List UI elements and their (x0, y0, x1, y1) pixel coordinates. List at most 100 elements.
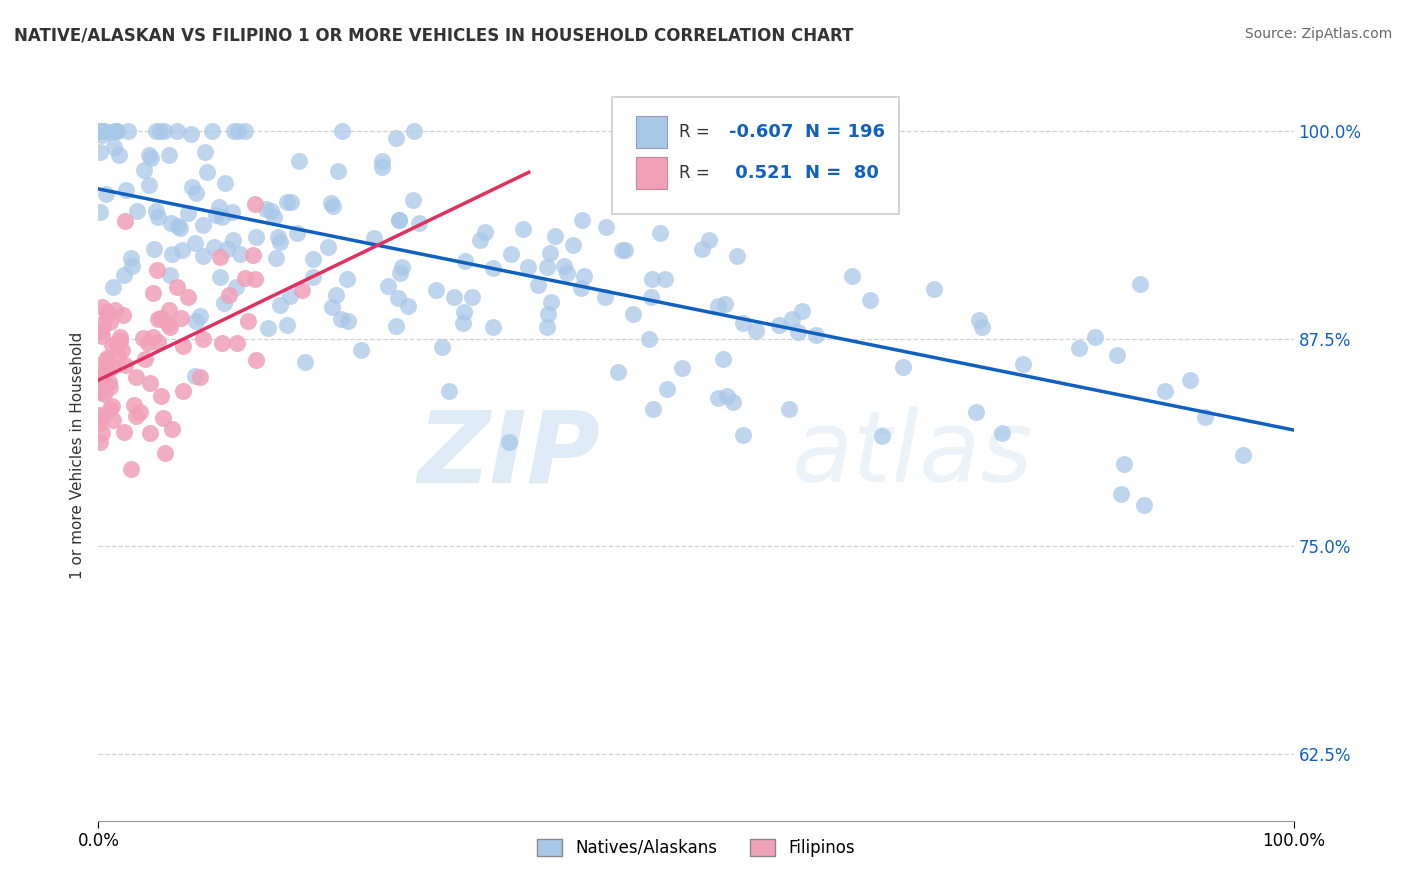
Point (112, 308, 135, 322)
Point (89, 416, 111, 430)
Point (443, 290, 465, 304)
Point (108, 329, 131, 343)
Point (208, 270, 231, 285)
Point (233, 124, 256, 138)
Point (98, 380, 121, 394)
Point (388, 266, 411, 280)
Point (89, 205, 111, 219)
Point (571, 213, 593, 227)
Point (120, 251, 142, 265)
Point (218, 287, 240, 301)
Point (101, 359, 124, 374)
Point (115, 183, 138, 197)
Point (537, 307, 560, 321)
Point (138, 178, 160, 192)
Point (499, 247, 522, 261)
Point (1109, 487, 1132, 501)
Point (1194, 409, 1216, 424)
Point (90, 329, 112, 343)
Point (321, 196, 343, 211)
FancyBboxPatch shape (637, 116, 668, 148)
Point (276, 318, 298, 333)
Point (180, 180, 202, 194)
Point (96, 353, 118, 368)
Point (170, 244, 193, 258)
Point (453, 316, 475, 330)
Text: Source: ZipAtlas.com: Source: ZipAtlas.com (1244, 27, 1392, 41)
Point (1069, 341, 1091, 355)
Point (371, 161, 394, 175)
Point (188, 310, 211, 324)
Point (166, 219, 188, 234)
Point (193, 249, 215, 263)
Point (120, 462, 142, 476)
Point (114, 358, 136, 372)
Point (211, 335, 233, 350)
Point (322, 199, 344, 213)
Point (671, 361, 693, 376)
Point (105, 124, 128, 138)
Point (437, 384, 460, 398)
Point (148, 311, 170, 326)
Point (291, 283, 314, 297)
Point (91, 317, 114, 331)
Point (124, 398, 146, 412)
Point (377, 279, 399, 293)
Point (160, 216, 183, 230)
Point (186, 186, 208, 200)
Point (969, 312, 991, 326)
Point (432, 340, 454, 354)
Point (191, 218, 214, 232)
Point (329, 312, 352, 326)
Point (166, 124, 188, 138)
Point (96, 363, 118, 377)
Point (387, 292, 409, 306)
Point (89, 145, 111, 159)
Point (93, 124, 115, 138)
Point (640, 290, 662, 304)
Point (614, 243, 637, 257)
Point (90, 410, 112, 425)
Point (93, 384, 115, 398)
Text: NATIVE/ALASKAN VS FILIPINO 1 OR MORE VEHICLES IN HOUSEHOLD CORRELATION CHART: NATIVE/ALASKAN VS FILIPINO 1 OR MORE VEH… (14, 27, 853, 45)
Point (238, 314, 260, 328)
Point (91, 300, 114, 314)
Point (1112, 457, 1135, 471)
Point (93, 375, 115, 389)
Point (145, 124, 167, 138)
Point (136, 336, 159, 351)
Point (1129, 277, 1152, 292)
Point (101, 280, 124, 294)
Point (89, 124, 111, 138)
Point (146, 263, 169, 277)
Point (804, 328, 827, 343)
Point (569, 281, 592, 295)
Point (157, 302, 180, 317)
Point (657, 382, 679, 396)
Point (254, 202, 277, 217)
Point (125, 409, 148, 423)
Point (228, 124, 250, 138)
Point (1105, 348, 1128, 362)
Point (870, 429, 893, 443)
Point (90, 324, 112, 338)
Point (562, 238, 585, 252)
Point (1012, 357, 1035, 371)
Point (172, 384, 194, 398)
Point (593, 290, 616, 304)
Point (731, 428, 754, 442)
Point (177, 206, 200, 220)
Point (208, 200, 231, 214)
Point (90, 128, 112, 142)
Point (149, 124, 172, 138)
Y-axis label: 1 or more Vehicles in Household: 1 or more Vehicles in Household (69, 331, 84, 579)
Point (89, 408, 111, 422)
Point (194, 145, 217, 160)
Point (269, 235, 291, 250)
Point (143, 242, 166, 256)
Point (183, 235, 205, 250)
Point (208, 250, 231, 264)
Point (112, 268, 135, 282)
Point (408, 216, 430, 230)
Point (716, 390, 738, 404)
